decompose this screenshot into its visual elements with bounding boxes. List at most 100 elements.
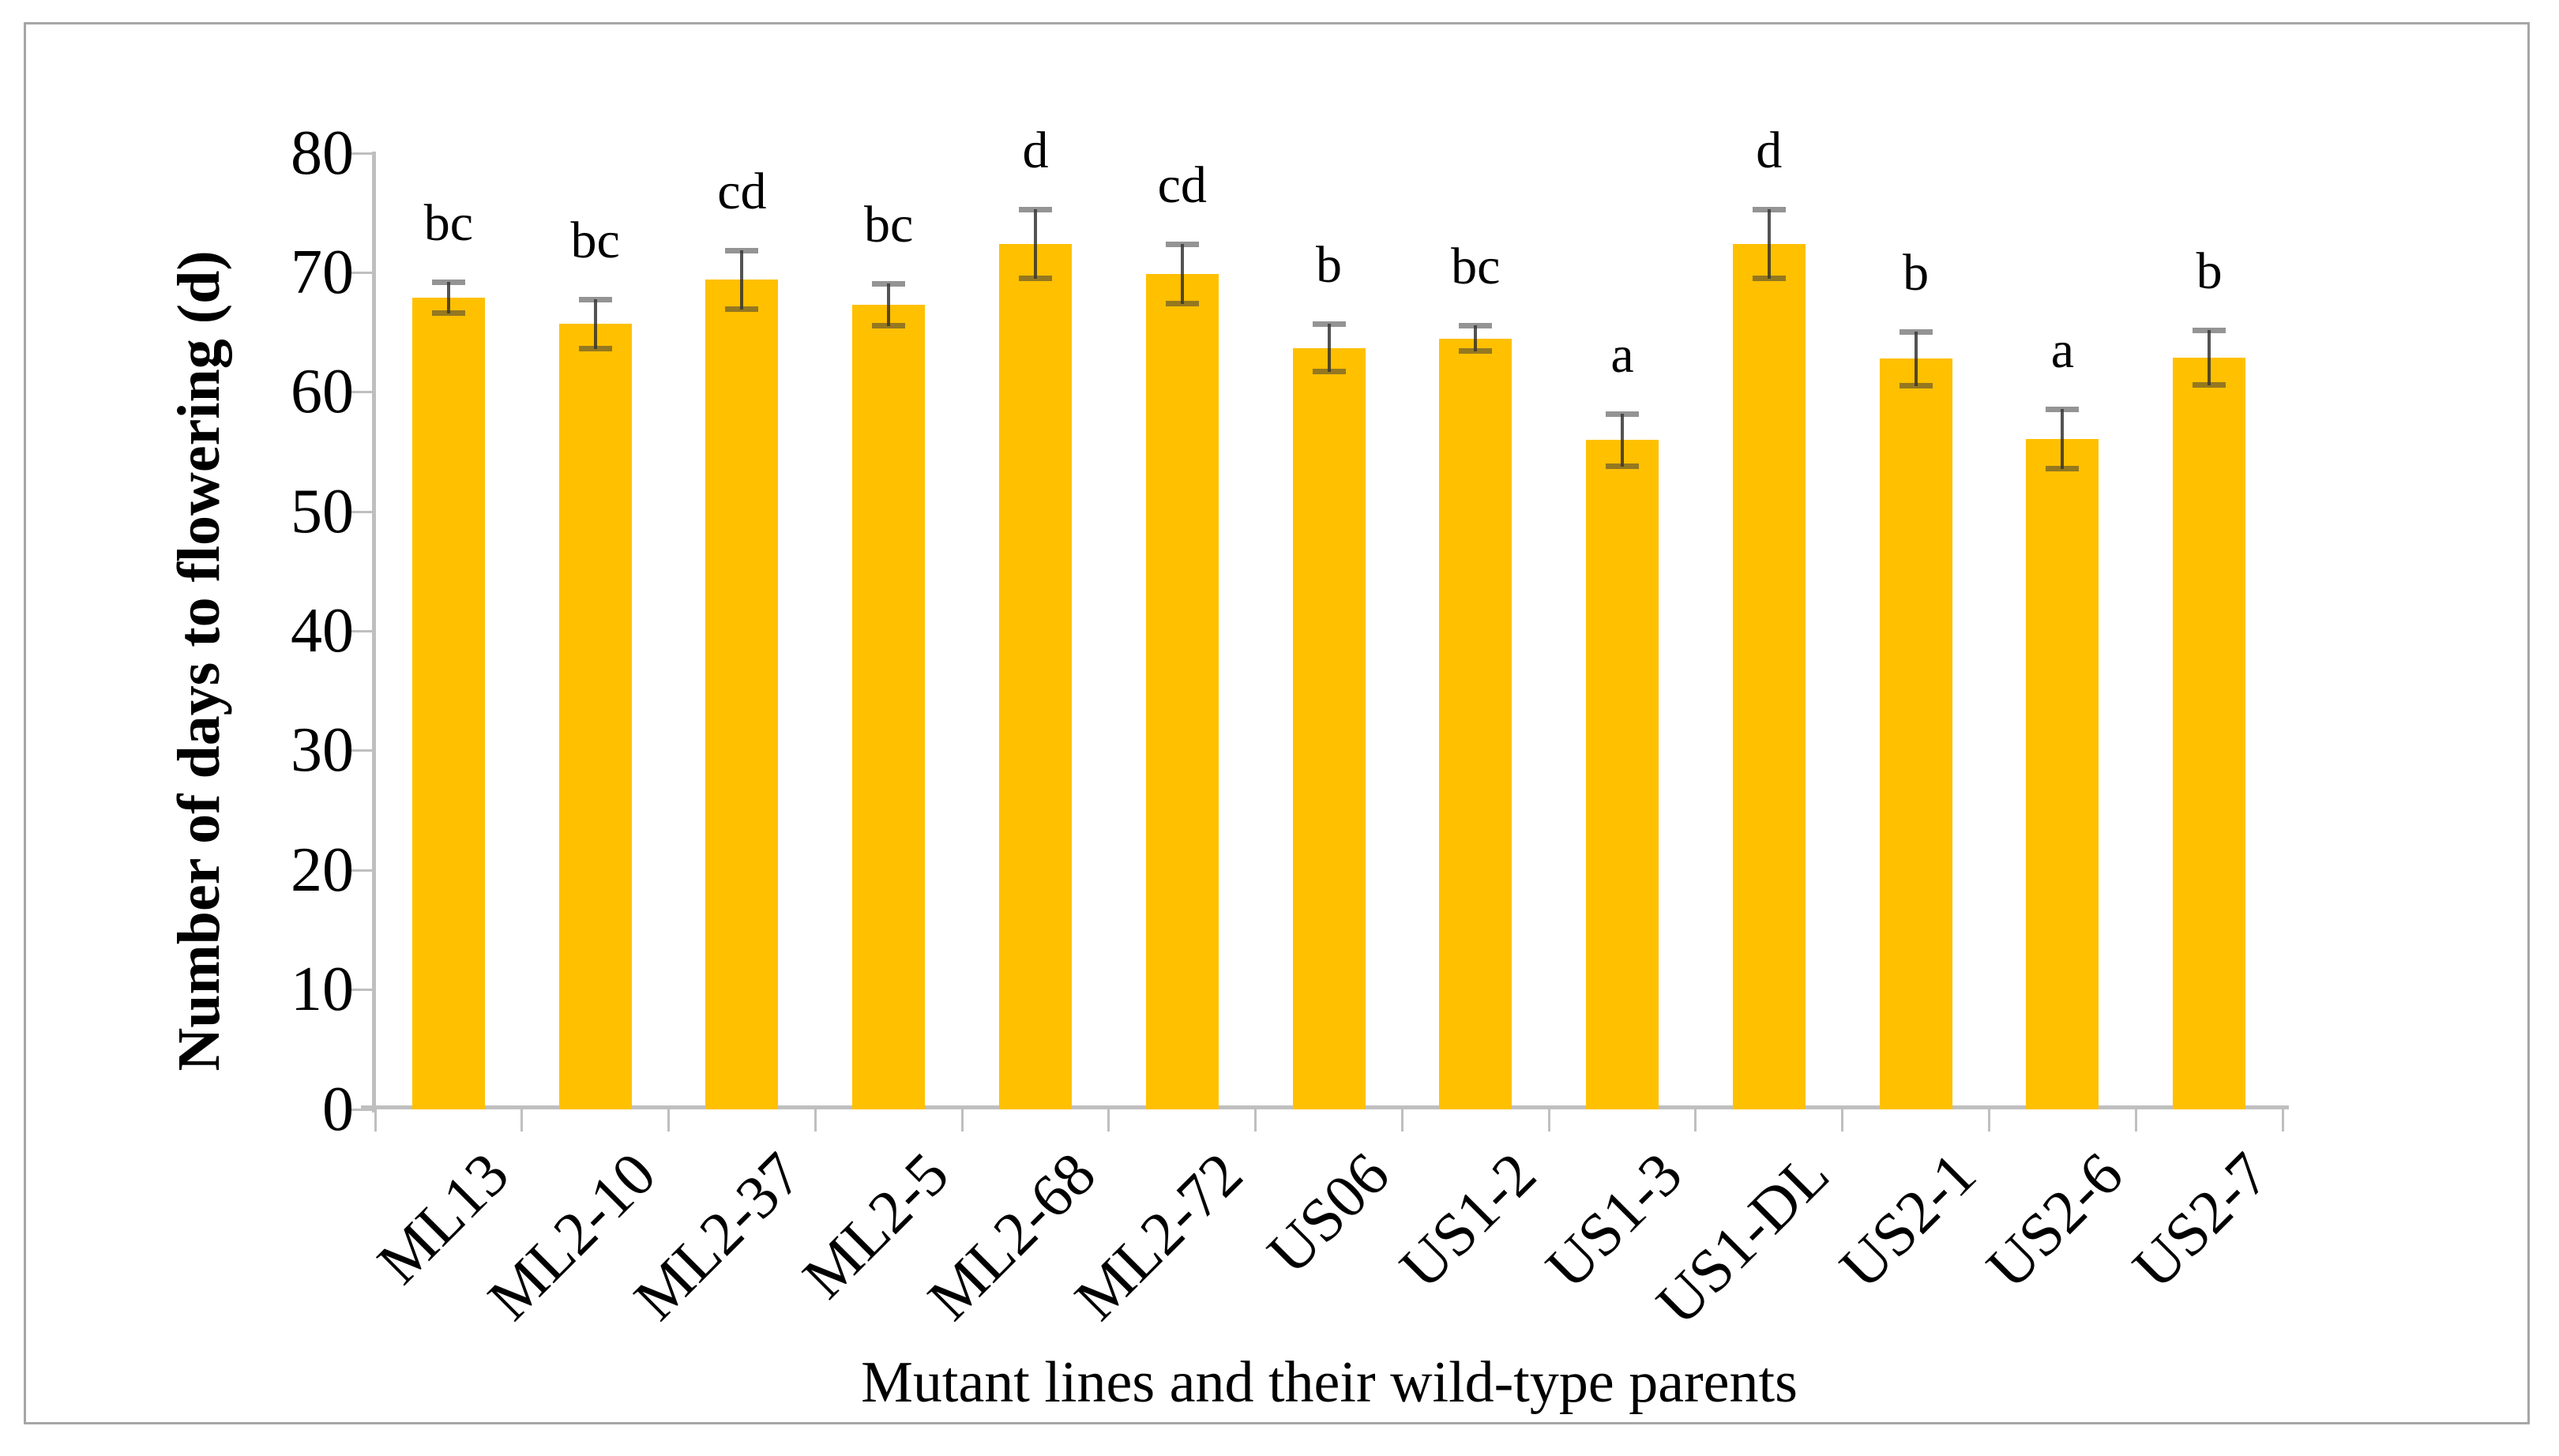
- error-bar-line: [1767, 209, 1771, 279]
- bar: [852, 305, 926, 1109]
- bar: [1586, 440, 1659, 1109]
- error-bar-cap-top: [1312, 321, 1346, 328]
- x-axis-tick: [1547, 1109, 1550, 1131]
- error-bar-line: [1474, 325, 1478, 352]
- error-bar-line: [1327, 324, 1331, 372]
- x-axis-tick: [814, 1109, 817, 1131]
- bar: [1145, 273, 1219, 1109]
- significance-letter: b: [1316, 236, 1342, 295]
- error-bar-cap-bottom: [725, 306, 759, 313]
- y-tick-label: 10: [291, 955, 354, 1025]
- error-bar-line: [1033, 209, 1037, 279]
- x-axis-title: Mutant lines and their wild-type parents: [861, 1350, 1798, 1415]
- y-tick-label: 80: [291, 118, 354, 188]
- x-axis-tick: [1107, 1109, 1110, 1131]
- bar: [1439, 338, 1512, 1109]
- error-bar-cap-bottom: [1899, 383, 1933, 389]
- error-bar-cap-bottom: [1606, 463, 1640, 469]
- error-bar-cap-bottom: [1018, 275, 1052, 281]
- x-axis-tick: [1400, 1109, 1404, 1131]
- significance-letter: bc: [864, 195, 914, 253]
- error-bar-line: [887, 283, 891, 327]
- x-axis-tick: [1254, 1109, 1257, 1131]
- x-axis-tick: [1694, 1109, 1697, 1131]
- bar: [558, 324, 632, 1109]
- error-bar-cap-bottom: [578, 346, 612, 352]
- bar: [1292, 347, 1366, 1109]
- error-bar-line: [2208, 330, 2211, 385]
- y-tick-label: 40: [291, 596, 354, 666]
- y-tick-label: 60: [291, 357, 354, 427]
- x-axis-tick: [1987, 1109, 1990, 1131]
- significance-letter: cd: [1157, 156, 1207, 215]
- error-bar-cap-top: [431, 280, 465, 286]
- significance-letter: a: [2050, 321, 2074, 379]
- y-axis-tick: [351, 749, 375, 752]
- bar: [998, 244, 1072, 1109]
- significance-letter: d: [1022, 122, 1049, 180]
- y-axis-tick: [351, 1108, 375, 1111]
- error-bar-line: [1180, 244, 1184, 304]
- error-bar-line: [2061, 408, 2065, 469]
- y-axis-tick: [351, 630, 375, 632]
- error-bar-cap-bottom: [2193, 381, 2226, 388]
- y-tick-label: 70: [291, 237, 354, 307]
- error-bar-cap-bottom: [1752, 275, 1786, 281]
- error-bar-line: [1914, 331, 1918, 387]
- x-axis-tick: [374, 1109, 377, 1131]
- y-axis-tick: [351, 271, 375, 274]
- significance-letter: bc: [570, 211, 620, 269]
- error-bar-cap-bottom: [1459, 348, 1493, 355]
- error-bar-cap-top: [1899, 328, 1933, 335]
- error-bar-cap-top: [1165, 242, 1199, 248]
- y-axis-tick: [351, 869, 375, 872]
- error-bar-cap-bottom: [1312, 369, 1346, 375]
- significance-letter: cd: [717, 162, 767, 220]
- significance-letter: b: [1903, 243, 1930, 302]
- error-bar-cap-top: [1752, 207, 1786, 213]
- bar: [705, 280, 779, 1109]
- chart-outer-border: [24, 22, 2530, 1424]
- error-bar-cap-top: [1606, 411, 1640, 417]
- x-axis-tick: [1841, 1109, 1844, 1131]
- bar: [2173, 357, 2246, 1109]
- x-axis-tick: [2134, 1109, 2137, 1131]
- error-bar-cap-top: [2193, 328, 2226, 334]
- error-bar-cap-bottom: [872, 323, 906, 329]
- significance-letter: d: [1756, 122, 1783, 180]
- error-bar-line: [593, 298, 597, 350]
- error-bar-cap-top: [1459, 322, 1493, 328]
- error-bar-line: [446, 282, 450, 313]
- bar: [2026, 438, 2099, 1109]
- error-bar-line: [740, 250, 744, 310]
- y-tick-label: 30: [291, 715, 354, 786]
- bar: [1879, 358, 1952, 1109]
- x-axis-tick: [667, 1109, 671, 1131]
- x-axis-tick: [960, 1109, 964, 1131]
- x-axis-tick: [2281, 1109, 2284, 1131]
- error-bar-cap-top: [1018, 207, 1052, 213]
- y-axis-tick: [351, 391, 375, 394]
- y-tick-label: 20: [291, 835, 354, 905]
- error-bar-cap-top: [725, 247, 759, 253]
- error-bar-cap-bottom: [1165, 300, 1199, 306]
- bar: [1732, 244, 1806, 1109]
- significance-letter: a: [1610, 325, 1634, 384]
- error-bar-cap-top: [2046, 406, 2080, 412]
- error-bar-cap-top: [578, 296, 612, 302]
- y-axis-tick: [351, 989, 375, 992]
- x-axis-tick: [520, 1109, 524, 1131]
- error-bar-line: [1621, 413, 1625, 467]
- error-bar-cap-bottom: [431, 310, 465, 316]
- y-axis-tick: [351, 510, 375, 513]
- significance-letter: bc: [423, 194, 474, 253]
- bar: [411, 298, 485, 1109]
- significance-letter: b: [2196, 242, 2223, 301]
- error-bar-cap-bottom: [2046, 465, 2080, 471]
- y-tick-label: 0: [322, 1074, 354, 1144]
- error-bar-cap-top: [872, 280, 906, 287]
- y-tick-label: 50: [291, 476, 354, 546]
- significance-letter: bc: [1451, 237, 1501, 295]
- y-axis-tick: [351, 152, 375, 155]
